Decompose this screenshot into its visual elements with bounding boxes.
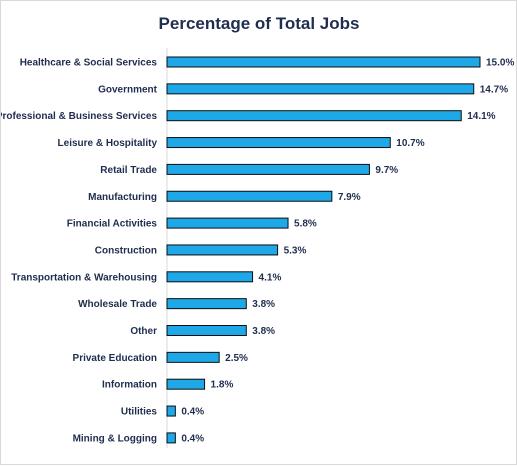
category-label: Information <box>102 380 157 391</box>
bar-8 <box>166 271 254 283</box>
category-label: Financial Activities <box>67 219 158 230</box>
bar-0 <box>166 56 481 68</box>
category-label: Professional & Business Services <box>1 111 157 122</box>
value-label: 14.1% <box>467 111 495 122</box>
bars-layer: Healthcare & Social Services 15.0% Governm… <box>1 56 514 444</box>
bar-14 <box>166 432 176 444</box>
category-label: Wholesale Trade <box>78 299 157 310</box>
value-label: 15.0% <box>486 58 514 69</box>
bar-11 <box>166 351 220 363</box>
bar-7 <box>166 244 279 256</box>
category-label: Other <box>130 326 157 337</box>
value-label: 3.8% <box>252 299 275 310</box>
category-label: Leisure & Hospitality <box>58 138 158 149</box>
value-label: 9.7% <box>375 165 398 176</box>
category-label: Transportation & Warehousing <box>11 272 157 283</box>
bar-1 <box>166 83 475 95</box>
category-label: Private Education <box>73 353 157 364</box>
category-label: Mining & Logging <box>73 433 157 444</box>
value-label: 3.8% <box>252 326 275 337</box>
value-label: 0.4% <box>181 407 204 418</box>
category-label: Healthcare & Social Services <box>20 58 158 69</box>
value-label: 4.1% <box>259 272 282 283</box>
bar-9 <box>166 298 247 310</box>
category-label: Construction <box>95 245 157 256</box>
bar-12 <box>166 378 206 390</box>
value-label: 2.5% <box>225 353 248 364</box>
bar-13 <box>166 405 176 417</box>
value-label: 0.4% <box>181 433 204 444</box>
bar-6 <box>166 217 289 229</box>
value-label: 5.8% <box>294 219 317 230</box>
value-label: 5.3% <box>284 245 307 256</box>
category-label: Retail Trade <box>100 165 157 176</box>
bar-2 <box>166 110 462 122</box>
category-label: Manufacturing <box>88 192 157 203</box>
bar-4 <box>166 163 370 175</box>
bar-3 <box>166 137 391 149</box>
value-label: 7.9% <box>338 192 361 203</box>
bar-5 <box>166 190 333 202</box>
value-label: 14.7% <box>480 84 508 95</box>
value-label: 10.7% <box>396 138 424 149</box>
chart-title: Percentage of Total Jobs <box>159 14 360 33</box>
category-label: Government <box>98 84 158 95</box>
category-label: Utilities <box>121 407 158 418</box>
value-label: 1.8% <box>211 380 234 391</box>
bar-10 <box>166 325 247 336</box>
